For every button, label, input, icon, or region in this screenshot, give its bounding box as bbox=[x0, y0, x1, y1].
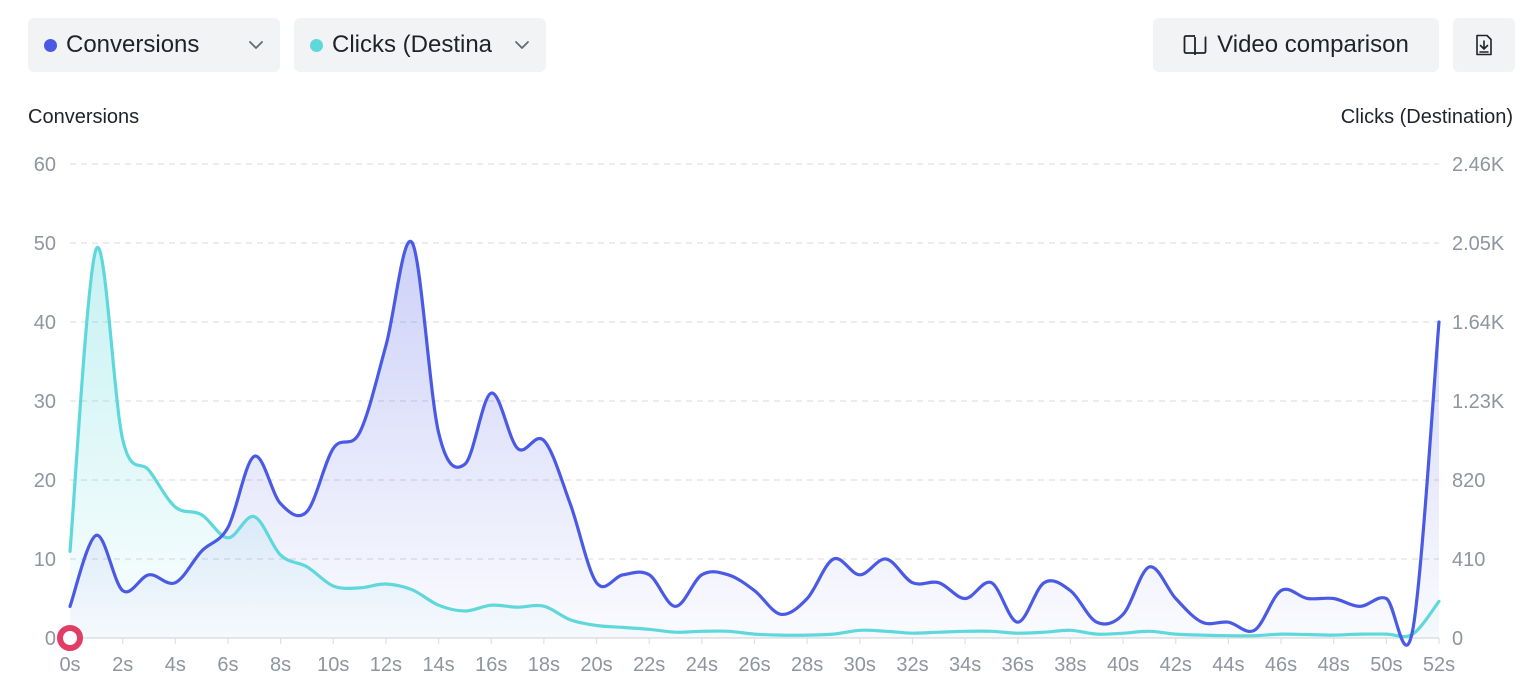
conversions-legend-dot bbox=[44, 38, 57, 52]
x-tick-label: 14s bbox=[422, 654, 454, 676]
marker-layer bbox=[57, 625, 83, 651]
y-left-tick-label: 50 bbox=[34, 233, 56, 255]
y-left-tick-label: 20 bbox=[34, 470, 56, 492]
x-tick-label: 10s bbox=[317, 654, 349, 676]
x-tick-label: 38s bbox=[1054, 654, 1086, 676]
clicks-destination-line bbox=[68, 245, 1441, 639]
x-tick-label: 8s bbox=[270, 654, 291, 676]
x-tick-label: 26s bbox=[738, 654, 770, 676]
x-tick-label: 32s bbox=[896, 654, 928, 676]
metric-select-clicks[interactable]: Clicks (Destina bbox=[294, 18, 546, 72]
series-areas bbox=[70, 241, 1439, 646]
x-tick-label: 6s bbox=[217, 654, 238, 676]
x-tick-label: 50s bbox=[1370, 654, 1402, 676]
conversions-area bbox=[70, 241, 1439, 646]
y-right-tick-label: 2.46K bbox=[1452, 154, 1505, 176]
metric-select-clicks-label: Clicks (Destina bbox=[332, 31, 493, 58]
x-tick-label: 16s bbox=[475, 654, 507, 676]
y-right-tick-label: 1.23K bbox=[1452, 391, 1505, 413]
y-left-tick-label: 30 bbox=[34, 391, 56, 413]
x-tick-label: 36s bbox=[1002, 654, 1034, 676]
x-axis-ticks: 0s 2s 4s 6s 8s 10s 12s 14s 16s 18s 20s 22s 24s 26s 28s… bbox=[59, 638, 1455, 676]
y-right-tick-label: 2.05K bbox=[1452, 233, 1505, 255]
x-tick-label: 20s bbox=[580, 654, 612, 676]
y-left-tick-label: 60 bbox=[34, 154, 56, 176]
x-tick-label: 46s bbox=[1265, 654, 1297, 676]
left-axis-title: Conversions bbox=[28, 106, 140, 128]
x-tick-label: 40s bbox=[1107, 654, 1139, 676]
conversions-line bbox=[68, 239, 1441, 647]
x-tick-label: 0s bbox=[59, 654, 80, 676]
x-tick-label: 4s bbox=[165, 654, 186, 676]
x-tick-label: 42s bbox=[1160, 654, 1192, 676]
x-tick-label: 12s bbox=[370, 654, 402, 676]
video-comparison-button[interactable]: Video comparison bbox=[1153, 18, 1439, 72]
chart-toolbar: Conversions Clicks (Destina Video compar… bbox=[28, 18, 1516, 72]
y-right-tick-label: 410 bbox=[1452, 549, 1485, 571]
x-tick-label: 52s bbox=[1423, 654, 1455, 676]
x-tick-label: 2s bbox=[112, 654, 133, 676]
download-button[interactable] bbox=[1453, 18, 1515, 72]
clicks-legend-dot bbox=[310, 38, 323, 52]
y-right-tick-label: 0 bbox=[1452, 628, 1463, 650]
left-axis-ticks: 0 10 20 30 40 50 60 bbox=[34, 154, 56, 650]
y-left-tick-label: 40 bbox=[34, 312, 56, 334]
video-comparison-label: Video comparison bbox=[1217, 31, 1409, 58]
download-icon bbox=[1476, 34, 1492, 56]
x-tick-label: 44s bbox=[1212, 654, 1244, 676]
x-tick-label: 22s bbox=[633, 654, 665, 676]
x-tick-label: 30s bbox=[844, 654, 876, 676]
chevron-down-icon bbox=[515, 41, 529, 49]
y-right-tick-label: 820 bbox=[1452, 470, 1485, 492]
chevron-down-icon bbox=[249, 41, 263, 49]
split-view-icon bbox=[1183, 34, 1207, 55]
y-left-tick-label: 10 bbox=[34, 549, 56, 571]
x-tick-label: 18s bbox=[528, 654, 560, 676]
right-axis-ticks: 0 410 820 1.23K 1.64K 2.05K 2.46K bbox=[1452, 154, 1505, 650]
metric-select-conversions[interactable]: Conversions bbox=[28, 18, 280, 72]
y-right-tick-label: 1.64K bbox=[1452, 312, 1505, 334]
playhead-marker bbox=[57, 625, 83, 651]
x-tick-label: 34s bbox=[949, 654, 981, 676]
right-axis-title: Clicks (Destination) bbox=[1340, 106, 1513, 128]
x-tick-label: 48s bbox=[1318, 654, 1350, 676]
x-tick-label: 28s bbox=[791, 654, 823, 676]
series-lines bbox=[68, 239, 1441, 647]
metric-select-conversions-label: Conversions bbox=[66, 31, 200, 58]
x-tick-label: 24s bbox=[686, 654, 718, 676]
y-left-tick-label: 0 bbox=[45, 628, 56, 650]
